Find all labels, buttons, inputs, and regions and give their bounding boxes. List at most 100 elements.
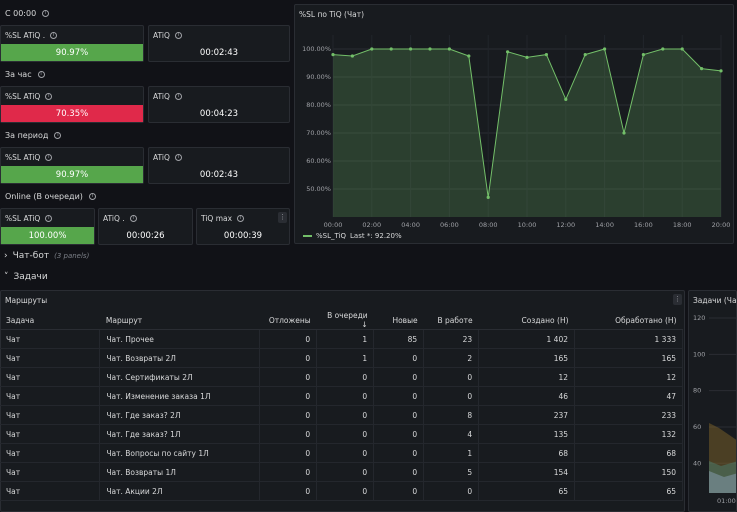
table-row[interactable]: Чат Чат. Возвраты 1Л 0 0 0 5 154 150 <box>0 462 683 482</box>
data-point[interactable] <box>583 53 587 57</box>
column-header[interactable]: В работе <box>423 311 479 330</box>
table-cell: 0 <box>423 481 480 501</box>
table-row[interactable]: Чат Чат. Где заказ? 1Л 0 0 0 4 135 132 <box>0 424 683 444</box>
table-cell: 0 <box>259 462 318 482</box>
column-header[interactable]: Задача <box>0 311 100 330</box>
info-icon[interactable]: i <box>88 193 96 200</box>
data-point[interactable] <box>428 47 432 51</box>
info-icon[interactable]: i <box>45 215 53 222</box>
table-cell: Чат. Вопросы по сайту 1Л <box>99 443 261 463</box>
chart-legend[interactable]: %SL_TiQ Last *: 92.20% <box>303 232 402 240</box>
info-icon[interactable]: i <box>54 132 62 139</box>
table-cell: 0 <box>316 405 375 425</box>
table-cell: Чат <box>0 348 101 368</box>
column-header[interactable]: Отложены <box>259 311 317 330</box>
stat-value: 90.97% <box>1 166 143 183</box>
stat-atiq-online: ATiQ .i 00:00:26 <box>98 208 193 245</box>
info-icon[interactable]: i <box>50 32 58 39</box>
table-cell: 0 <box>259 386 318 406</box>
info-icon[interactable]: i <box>129 215 137 222</box>
data-point[interactable] <box>447 47 451 51</box>
sl-chart-panel: %SL по TiQ (Чат) 50.00% 60.00% 70.00% 80.00… <box>294 4 734 244</box>
section-title-hour: За час i <box>5 70 45 79</box>
stat-sl-today: %SL ATiQ .i 90.97% <box>0 25 144 62</box>
data-point[interactable] <box>350 54 354 58</box>
data-point[interactable] <box>525 55 529 60</box>
table-row[interactable]: Чат Чат. Где заказ? 2Л 0 0 0 8 237 233 <box>0 405 683 425</box>
table-cell: 0 <box>259 481 318 501</box>
panel-menu-icon[interactable]: ⋮ <box>673 294 682 305</box>
row-chatbot[interactable]: › Чат-бот (3 panels) <box>4 251 90 261</box>
x-tick-label: 14:00 <box>595 221 614 229</box>
data-point[interactable] <box>506 50 510 54</box>
data-point[interactable] <box>409 47 413 51</box>
table-cell: 0 <box>316 424 375 444</box>
table-cell: 165 <box>574 348 683 368</box>
data-point[interactable] <box>370 47 374 51</box>
table-row[interactable]: Чат Чат. Сертификаты 2Л 0 0 0 0 12 12 <box>0 367 683 387</box>
table-cell: 8 <box>423 405 480 425</box>
table-cell: 154 <box>478 462 576 482</box>
stat-sl-online: %SL ATiQ i 100.00% <box>0 208 95 245</box>
tasks-chart-title: Задачи (Чат <box>693 296 737 305</box>
table-row[interactable]: Чат Чат. Прочее 0 1 85 23 1 402 1 333 <box>0 329 683 349</box>
info-icon[interactable]: i <box>174 93 182 100</box>
legend-last-value: Last *: 92.20% <box>350 232 402 240</box>
info-icon[interactable]: i <box>174 32 182 39</box>
column-header[interactable]: Новые <box>373 311 424 330</box>
row-tasks[interactable]: ˅ Задачи <box>4 272 48 282</box>
table-cell: Чат <box>0 462 101 482</box>
stat-atiq-today: ATiQ i 00:02:43 <box>148 25 290 62</box>
info-icon[interactable]: i <box>174 154 182 161</box>
data-point[interactable] <box>622 131 626 135</box>
x-tick-label: 18:00 <box>673 221 692 229</box>
stat-value: 00:00:39 <box>223 230 263 241</box>
sl-chart: 50.00% 60.00% 70.00% 80.00% 90.00% 100.00% 00:… <box>302 35 730 229</box>
column-header[interactable]: Маршрут <box>99 311 260 330</box>
column-header[interactable]: Обработано (Н) <box>574 311 683 330</box>
table-cell: 0 <box>373 424 425 444</box>
table-cell: Чат <box>0 424 101 444</box>
data-point[interactable] <box>564 97 568 101</box>
table-row[interactable]: Чат Чат. Акции 2Л 0 0 0 0 65 65 <box>0 481 683 501</box>
data-point[interactable] <box>680 47 684 51</box>
info-icon[interactable]: i <box>37 71 45 78</box>
table-cell: 23 <box>423 329 480 349</box>
table-row[interactable]: Чат Чат. Вопросы по сайту 1Л 0 0 0 1 68 68 <box>0 443 683 463</box>
data-point[interactable] <box>719 69 723 73</box>
table-row[interactable]: Чат Чат. Возвраты 2Л 0 1 0 2 165 165 <box>0 348 683 368</box>
info-icon[interactable]: i <box>237 215 245 222</box>
data-point[interactable] <box>641 53 645 57</box>
table-cell: 0 <box>316 386 375 406</box>
data-point[interactable] <box>700 67 704 71</box>
column-header[interactable]: В очереди ↓ <box>316 311 374 330</box>
data-point[interactable] <box>544 53 548 57</box>
data-point[interactable] <box>467 54 471 58</box>
table-cell: Чат <box>0 329 101 349</box>
data-point[interactable] <box>389 47 393 51</box>
table-cell: 0 <box>373 367 425 387</box>
table-row[interactable]: Чат Чат. Изменение заказа 1Л 0 0 0 0 46 47 <box>0 386 683 406</box>
column-header[interactable]: Создано (Н) <box>478 311 575 330</box>
data-point[interactable] <box>603 47 607 51</box>
info-icon[interactable]: i <box>42 10 50 17</box>
data-point[interactable] <box>486 195 490 199</box>
table-cell: 4 <box>423 424 480 444</box>
table-cell: 0 <box>316 443 375 463</box>
series-area <box>709 471 736 493</box>
info-icon[interactable]: i <box>45 93 53 100</box>
data-point[interactable] <box>661 47 665 51</box>
table-cell: 0 <box>373 481 425 501</box>
x-tick-label: 12:00 <box>556 221 575 229</box>
data-point[interactable] <box>331 53 335 57</box>
stat-atiq-hour: ATiQ i 00:04:23 <box>148 86 290 123</box>
x-tick-label: 10:00 <box>518 221 537 229</box>
y-tick-label: 40 <box>693 459 701 467</box>
table-cell: 0 <box>316 481 375 501</box>
table-cell: 132 <box>574 424 683 444</box>
table-cell: 0 <box>373 443 425 463</box>
info-icon[interactable]: i <box>45 154 53 161</box>
tasks-chart: 120 100 80 60 40 01:00 <box>693 314 736 505</box>
panel-menu-icon[interactable]: ⋮ <box>278 212 287 223</box>
table-cell: 0 <box>373 386 425 406</box>
